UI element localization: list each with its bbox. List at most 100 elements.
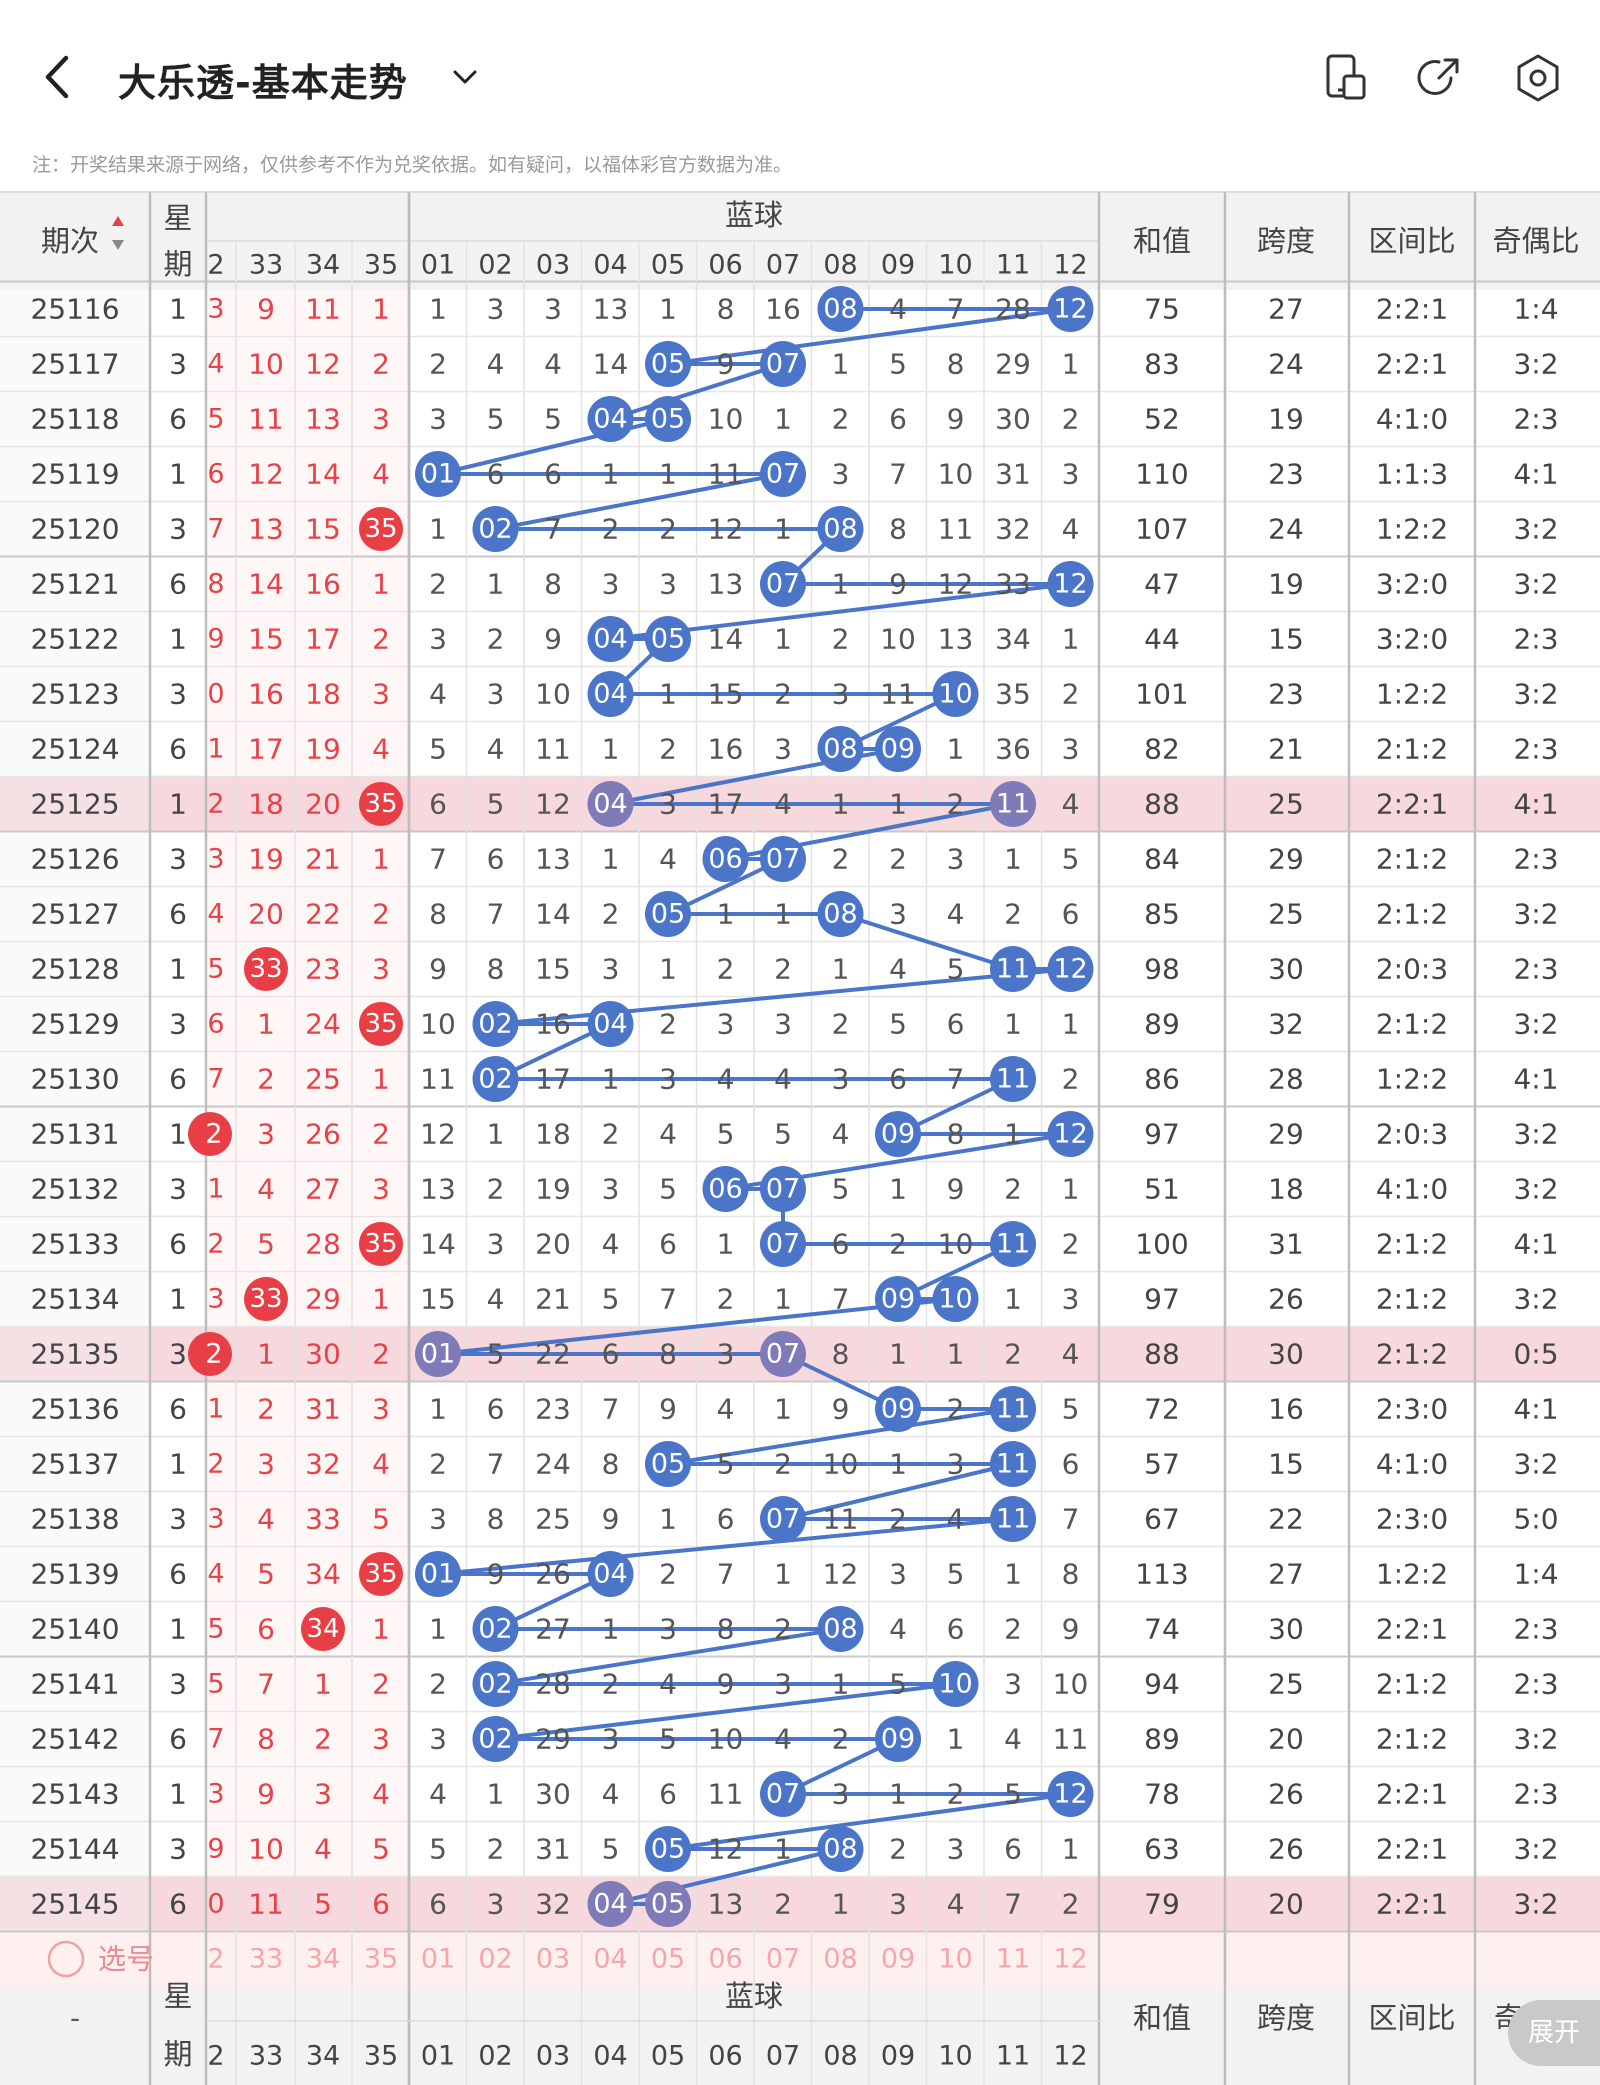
table-row[interactable]: 25120 3 7 13 15 35 107 24 1:2:2 3:2 (30, 507, 1559, 551)
stat-cell: 3:2 (1513, 513, 1558, 546)
pick-blue-cell[interactable]: 01 (421, 1944, 455, 1975)
blue-ball-number: 09 (881, 1119, 915, 1150)
blue-cell: 30 (535, 1778, 571, 1811)
pick-front-partial[interactable]: 2 (207, 1944, 224, 1975)
table-row[interactable]: 25129 3 6 1 24 35 89 32 2:1:2 3:2 (30, 1002, 1559, 1046)
blue-cell: 1 (487, 568, 505, 601)
table-row[interactable]: 25143 1 3 9 3 4 78 26 2:2:1 2:3 (30, 1778, 1558, 1811)
table-row[interactable]: 25140 1 5 6 34 1 74 30 2:2:1 2:3 (30, 1607, 1559, 1651)
table-row[interactable]: 25138 3 3 4 33 5 67 22 2:3:0 5:0 (30, 1503, 1558, 1536)
blue-cell: 3 (1062, 1283, 1080, 1316)
table-row[interactable]: 25144 3 9 10 4 5 63 26 2:2:1 3:2 (30, 1833, 1558, 1866)
pick-front-cell[interactable]: 33 (249, 1944, 283, 1975)
blue-cell: 5 (832, 1173, 850, 1206)
front-cell: 15 (248, 623, 284, 656)
blue-ball (875, 726, 921, 772)
pick-blue-cell[interactable]: 08 (823, 1944, 857, 1975)
pick-blue-cell[interactable]: 02 (478, 1944, 512, 1975)
table-row[interactable]: 25142 6 7 8 2 3 89 20 2:1:2 3:2 (30, 1723, 1558, 1756)
front-partial-cell: 5 (207, 954, 224, 985)
pick-blue-cell[interactable]: 04 (593, 1944, 627, 1975)
stat-cell: 28 (1268, 1063, 1304, 1096)
red-ball (244, 947, 288, 991)
blue-ball-number: 01 (421, 1339, 455, 1370)
phone-layout-icon[interactable] (1318, 50, 1374, 106)
blue-cell: 3 (774, 733, 792, 766)
table-row[interactable]: 25123 3 0 16 18 3 101 23 1:2:2 3:2 (30, 678, 1558, 711)
red-ball-number: 34 (306, 1614, 339, 1644)
table-row[interactable]: 25125 1 2 18 20 35 88 25 2:2:1 4:1 (30, 782, 1559, 826)
blue-cell: 1 (487, 1118, 505, 1151)
blue-cell: 5 (1062, 843, 1080, 876)
trend-segment (839, 912, 1014, 971)
page-title[interactable]: 大乐透-基本走势 (118, 52, 408, 107)
table-row[interactable]: 25136 6 1 2 31 3 72 16 2:3:0 4:1 (30, 1393, 1558, 1426)
table-row[interactable]: 25128 1 5 33 23 3 98 30 2:0:3 2:3 (30, 947, 1559, 991)
stat-cell: 26 (1268, 1833, 1304, 1866)
pick-blue-cell[interactable]: 12 (1053, 1944, 1087, 1975)
blue-cell: 31 (535, 1833, 571, 1866)
table-row[interactable]: 25119 1 6 12 14 4 110 23 1:1:3 4:1 (30, 458, 1558, 491)
weekday-cell: 1 (169, 1613, 187, 1646)
red-ball-number: 35 (364, 1559, 397, 1589)
share-icon[interactable] (1411, 50, 1467, 106)
pick-blue-cell[interactable]: 05 (651, 1944, 685, 1975)
table-row[interactable]: 25135 3 2 1 30 2 88 30 2:1:2 0:5 (30, 1332, 1559, 1376)
sort-down-icon[interactable] (112, 240, 124, 250)
period-cell: 25124 (30, 733, 119, 766)
pick-front-cell[interactable]: 34 (306, 1944, 340, 1975)
table-row[interactable]: 25134 1 3 33 29 1 97 26 2:1:2 3:2 (30, 1277, 1559, 1321)
front-cell: 3 (372, 678, 390, 711)
blue-cell: 1 (947, 1723, 965, 1756)
pick-blue-cell[interactable]: 11 (996, 1944, 1030, 1975)
table-row[interactable]: 25126 3 3 19 21 1 84 29 2:1:2 2:3 (30, 843, 1558, 876)
table-row[interactable]: 25137 1 2 3 32 4 57 15 4:1:0 3:2 (30, 1448, 1558, 1481)
table-row[interactable]: 25122 1 9 15 17 2 44 15 3:2:0 2:3 (30, 623, 1558, 656)
col-header-period[interactable]: 期次 (41, 224, 99, 258)
pick-label[interactable]: 选号 (98, 1943, 154, 1976)
chevron-down-icon[interactable] (450, 64, 480, 90)
pick-blue-cell[interactable]: 09 (881, 1944, 915, 1975)
blue-cell: 4 (889, 1613, 907, 1646)
col-header-stat: 区间比 (1368, 224, 1455, 258)
pick-blue-cell[interactable]: 10 (938, 1944, 972, 1975)
table-row[interactable]: 25130 6 7 2 25 1 86 28 1:2:2 4:1 (30, 1063, 1558, 1096)
stat-cell: 27 (1268, 293, 1304, 326)
table-row[interactable]: 25118 6 5 11 13 3 52 19 4:1:0 2:3 (30, 403, 1558, 436)
table-row[interactable]: 25116 1 3 9 11 1 75 27 2:2:1 1:4 (30, 293, 1558, 326)
blue-cell: 2 (1062, 1063, 1080, 1096)
sort-up-icon[interactable] (112, 216, 124, 226)
table-row[interactable]: 25131 1 2 3 26 2 97 29 2:0:3 3:2 (30, 1112, 1559, 1156)
pick-blue-cell[interactable]: 07 (766, 1944, 800, 1975)
table-row[interactable]: 25121 6 8 14 16 1 47 19 3:2:0 3:2 (30, 568, 1558, 601)
stat-cell: 30 (1268, 1613, 1304, 1646)
stat-cell: 63 (1144, 1833, 1180, 1866)
table-row[interactable]: 25127 6 4 20 22 2 85 25 2:1:2 3:2 (30, 898, 1558, 931)
expand-button[interactable]: 展开 (1508, 2000, 1600, 2066)
pick-radio[interactable] (47, 1940, 85, 1978)
table-row[interactable]: 25139 6 4 5 34 35 113 27 1:2:2 1:4 (30, 1552, 1559, 1596)
table-row[interactable]: 25132 3 1 4 27 3 51 18 4:1:0 3:2 (30, 1173, 1558, 1206)
stat-cell: 74 (1144, 1613, 1180, 1646)
table-row[interactable]: 25117 3 4 10 12 2 83 24 2:2:1 3:2 (30, 348, 1558, 381)
stat-cell: 1:2:2 (1376, 1063, 1448, 1096)
pick-blue-cell[interactable]: 03 (536, 1944, 570, 1975)
weekday-cell: 3 (169, 1668, 187, 1701)
table-row[interactable]: 25124 6 1 17 19 4 82 21 2:1:2 2:3 (30, 733, 1558, 766)
pick-blue-cell[interactable]: 06 (708, 1944, 742, 1975)
blue-ball-number: 09 (881, 1394, 915, 1425)
footer-blue: 06 (708, 2041, 742, 2072)
table-row[interactable]: 25133 6 2 5 28 35 100 31 2:1:2 4:1 (30, 1222, 1559, 1266)
chevron-left-icon[interactable] (38, 52, 78, 102)
pick-front-cell[interactable]: 35 (364, 1944, 398, 1975)
blue-ball (875, 1276, 921, 1322)
front-partial-cell: 9 (207, 1834, 224, 1865)
footer-stat: 和值 (1133, 2001, 1191, 2035)
blue-cell: 10 (708, 403, 744, 436)
table-row[interactable]: 25145 6 0 11 5 6 79 20 2:2:1 3:2 (30, 1888, 1558, 1921)
blue-cell: 5 (659, 1723, 677, 1756)
table-row[interactable]: 25141 3 5 7 1 2 94 25 2:1:2 2:3 (30, 1668, 1558, 1701)
weekday-cell: 1 (169, 623, 187, 656)
settings-icon[interactable] (1510, 50, 1566, 106)
blue-cell: 16 (765, 293, 801, 326)
